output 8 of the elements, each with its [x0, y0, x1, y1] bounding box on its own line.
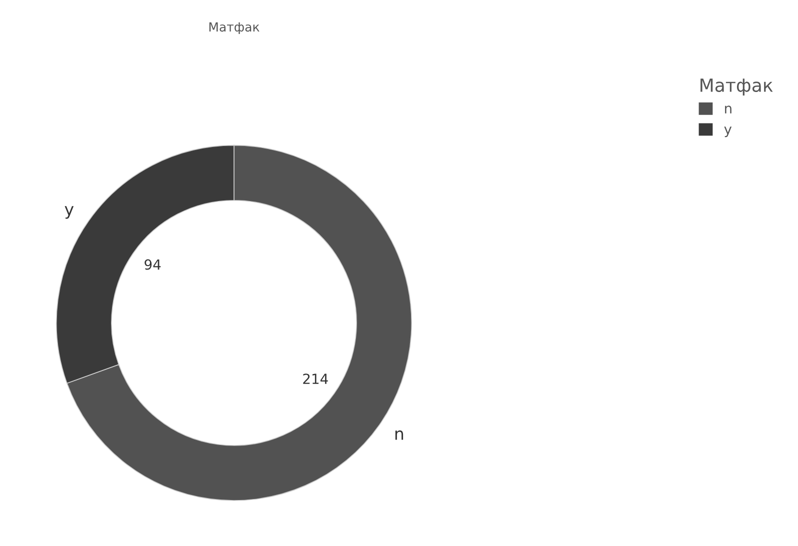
slice-label: y — [64, 206, 74, 219]
data-label: 94 — [144, 259, 161, 270]
legend-label: n — [725, 106, 732, 114]
legend-title: Матфак — [700, 78, 773, 96]
legend-label: y — [724, 126, 732, 138]
slice-label: n — [395, 430, 404, 440]
data-label: 214 — [303, 374, 328, 384]
chart-title: Матфак — [209, 22, 260, 34]
